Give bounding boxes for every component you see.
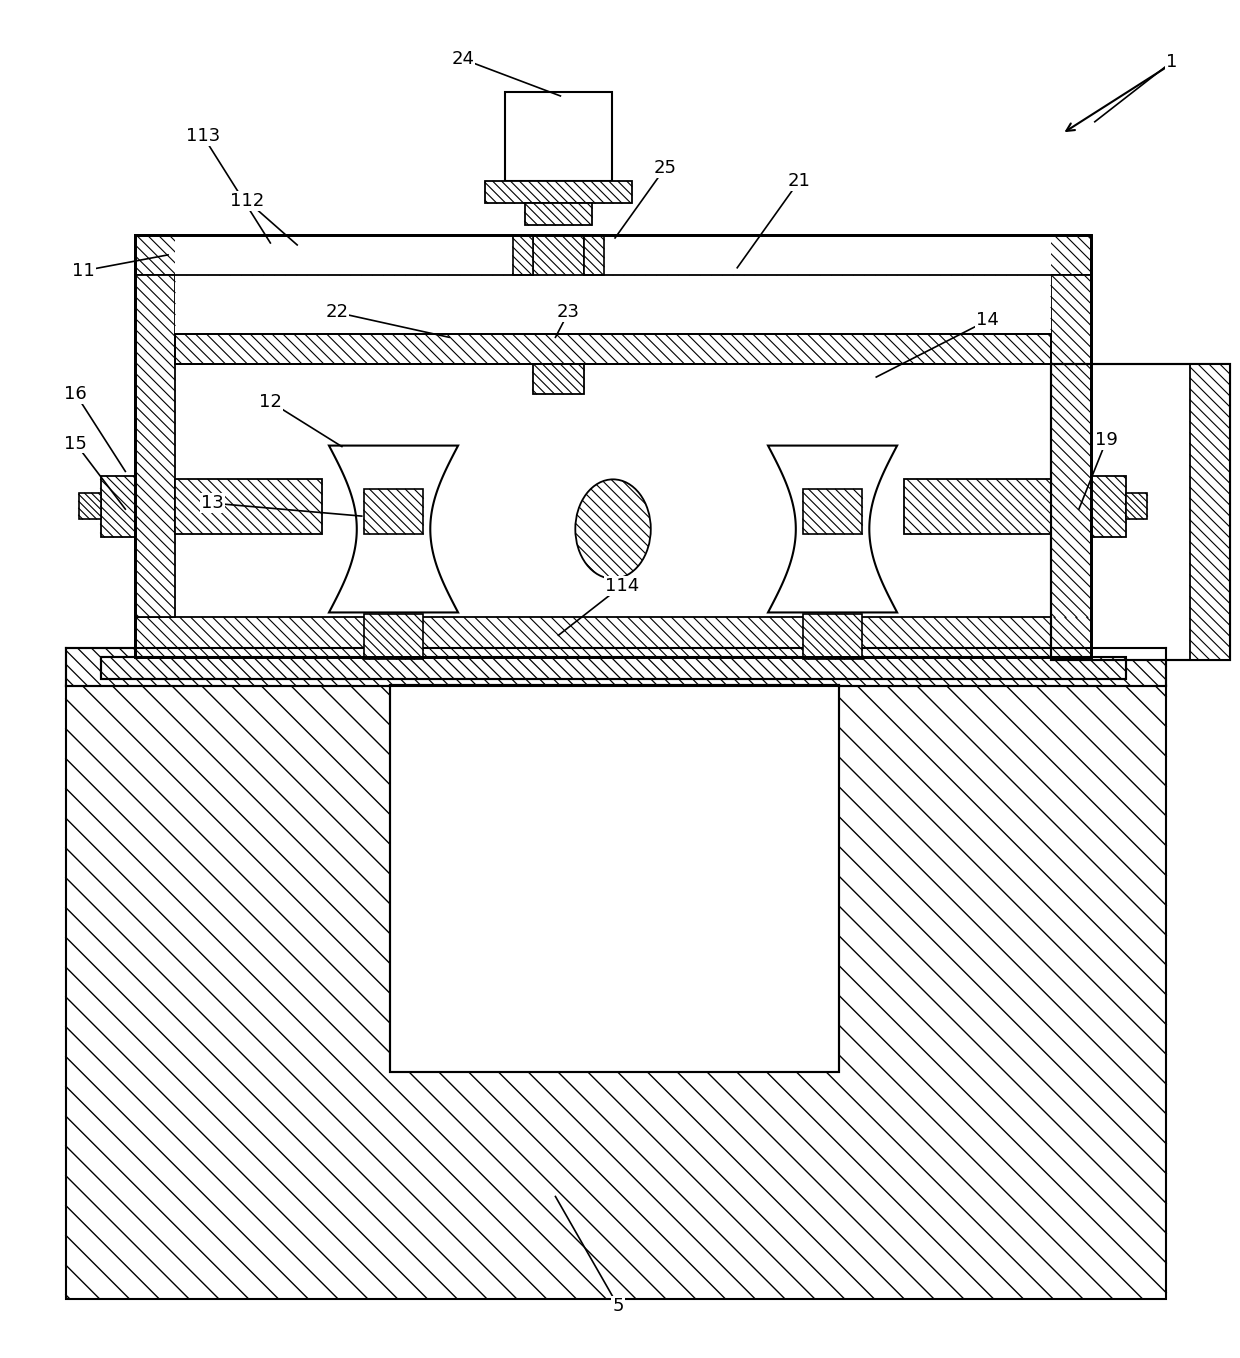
Text: 11: 11 [72, 262, 95, 280]
Text: 1: 1 [1166, 53, 1177, 71]
Bar [904, 479, 1052, 534]
Bar [389, 684, 838, 1073]
Text: 25: 25 [653, 159, 676, 178]
Bar [533, 235, 584, 274]
Text: 24: 24 [451, 50, 475, 68]
Polygon shape [768, 445, 897, 612]
Text: 23: 23 [557, 303, 580, 322]
Bar [175, 334, 1052, 364]
Bar [389, 684, 838, 1073]
Bar [505, 92, 613, 182]
Bar [100, 477, 135, 536]
Bar [1052, 364, 1230, 660]
Bar [533, 364, 584, 394]
Text: 21: 21 [787, 172, 810, 190]
Text: 114: 114 [605, 577, 639, 595]
Text: 112: 112 [231, 193, 264, 210]
Polygon shape [329, 445, 458, 612]
Bar [175, 274, 1052, 334]
Bar [802, 614, 862, 659]
Text: 13: 13 [201, 494, 224, 512]
Bar [525, 204, 593, 225]
Bar [135, 235, 1091, 274]
Bar [66, 684, 1167, 1298]
Ellipse shape [575, 479, 651, 579]
Bar [100, 657, 1126, 679]
Bar [175, 334, 1052, 364]
Bar [100, 657, 1126, 679]
Bar [1190, 364, 1230, 660]
Bar [175, 274, 1052, 618]
Bar [135, 235, 1091, 657]
Text: 16: 16 [64, 384, 87, 403]
Bar [78, 493, 100, 519]
Bar [175, 235, 512, 274]
Bar [802, 489, 862, 534]
Bar [66, 648, 1167, 686]
Text: 12: 12 [259, 392, 281, 411]
Text: 22: 22 [325, 303, 348, 322]
Bar [135, 618, 1091, 657]
Bar [584, 235, 604, 274]
Bar [135, 274, 175, 618]
Bar [512, 235, 533, 274]
Text: 113: 113 [186, 126, 219, 145]
Bar [135, 235, 1091, 657]
Bar [1052, 364, 1230, 660]
Bar [1091, 477, 1126, 536]
Bar [485, 182, 632, 204]
Bar [1126, 493, 1147, 519]
Bar [1052, 274, 1091, 618]
Text: 19: 19 [1095, 430, 1118, 448]
Text: 14: 14 [976, 311, 999, 330]
Text: 15: 15 [64, 435, 87, 452]
Text: 5: 5 [613, 1297, 624, 1315]
Bar [604, 235, 1052, 274]
Bar [363, 614, 423, 659]
Bar [175, 479, 322, 534]
Bar [363, 489, 423, 534]
